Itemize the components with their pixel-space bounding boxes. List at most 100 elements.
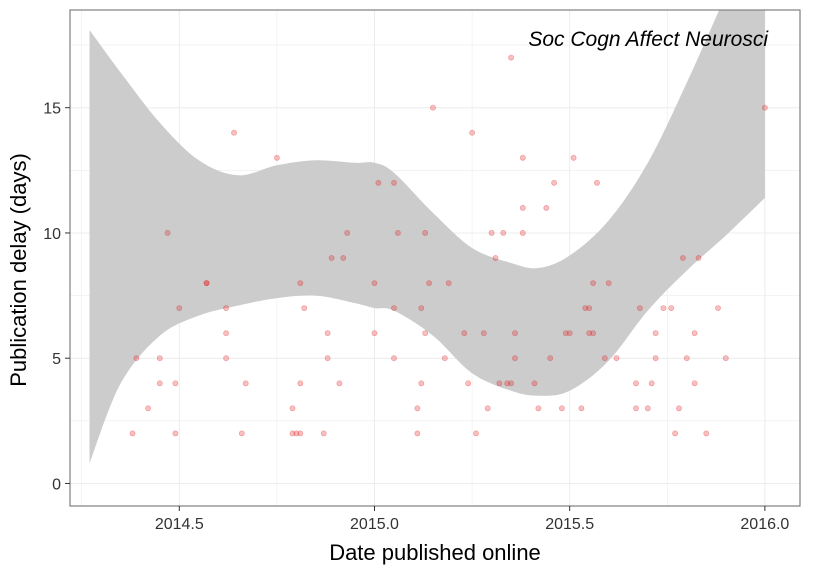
data-point <box>594 179 600 186</box>
data-point <box>172 380 179 387</box>
data-point <box>391 305 397 311</box>
data-point <box>203 280 210 286</box>
data-point <box>519 204 526 211</box>
data-point <box>430 104 436 111</box>
data-point <box>297 380 304 387</box>
data-point <box>414 405 421 412</box>
data-point <box>445 280 452 286</box>
panel-border <box>69 9 801 507</box>
data-point <box>422 330 429 337</box>
data-point <box>633 380 639 387</box>
data-point <box>648 380 655 387</box>
data-point <box>504 380 511 387</box>
data-point <box>762 104 768 111</box>
x-tick-label: 2014.5 <box>155 516 204 533</box>
data-point <box>531 380 538 387</box>
data-point <box>633 405 639 412</box>
data-point <box>551 179 557 186</box>
data-point <box>691 380 698 387</box>
data-point <box>203 280 210 286</box>
data-point <box>547 355 554 362</box>
data-point <box>301 305 308 311</box>
data-point <box>293 430 300 437</box>
data-point <box>496 380 503 387</box>
y-tick-label: 0 <box>52 476 61 493</box>
data-point <box>512 355 518 362</box>
data-point <box>703 430 710 437</box>
data-point <box>426 280 432 286</box>
data-point <box>297 280 304 286</box>
data-point <box>578 405 585 412</box>
y-axis-title: Publication delay (days) <box>6 153 31 387</box>
x-tick-label: 2016.0 <box>740 516 789 533</box>
data-point <box>500 229 507 236</box>
data-point <box>289 405 296 412</box>
data-point <box>156 355 163 362</box>
data-point <box>715 305 721 311</box>
data-point <box>519 229 526 236</box>
data-point <box>145 405 151 412</box>
data-point <box>242 380 249 387</box>
data-point <box>273 154 280 161</box>
confidence-band <box>89 10 765 464</box>
data-point <box>422 229 429 236</box>
data-point <box>562 330 569 337</box>
data-point <box>328 255 335 261</box>
data-point <box>519 154 526 161</box>
data-point <box>465 380 472 387</box>
data-point <box>156 380 163 387</box>
data-point <box>375 179 382 186</box>
axis-ticks: 2014.5 2015.0 2015.5 2016.0 0 5 10 15 <box>43 101 789 533</box>
data-point <box>672 430 678 437</box>
data-point <box>652 355 659 362</box>
data-point <box>297 430 304 437</box>
data-point <box>176 305 183 311</box>
y-tick-label: 5 <box>52 351 61 368</box>
data-point <box>590 280 596 286</box>
data-point <box>344 229 351 236</box>
data-point <box>231 129 237 136</box>
data-point <box>512 330 518 337</box>
data-point <box>289 430 296 437</box>
data-point <box>683 355 690 362</box>
data-point <box>391 355 397 362</box>
journal-annotation: Soc Cogn Affect Neurosci <box>528 28 769 51</box>
data-point <box>473 430 479 437</box>
data-point <box>129 430 136 437</box>
data-point <box>601 355 608 362</box>
data-point <box>566 330 573 337</box>
data-point <box>223 330 229 337</box>
data-point <box>559 405 565 412</box>
data-point <box>461 330 468 337</box>
data-point <box>320 430 327 437</box>
data-points <box>129 54 768 437</box>
data-point <box>668 305 675 311</box>
data-point <box>484 405 491 412</box>
data-point <box>164 229 171 236</box>
data-point <box>371 280 378 286</box>
data-point <box>238 430 245 437</box>
data-point <box>676 405 682 412</box>
data-point <box>223 355 229 362</box>
data-point <box>133 355 140 362</box>
data-point <box>613 355 620 362</box>
data-point <box>414 430 421 437</box>
data-point <box>535 405 542 412</box>
data-point <box>340 255 347 261</box>
data-point <box>418 305 425 311</box>
data-point <box>488 229 495 236</box>
data-point <box>605 280 612 286</box>
data-point <box>660 305 667 311</box>
x-tick-label: 2015.5 <box>545 516 594 533</box>
data-point <box>652 330 659 337</box>
x-axis-title: Date published online <box>329 540 541 565</box>
data-point <box>508 54 514 61</box>
data-point <box>543 204 550 211</box>
data-point <box>441 355 448 362</box>
data-point <box>590 330 596 337</box>
data-point <box>586 330 593 337</box>
y-tick-label: 10 <box>43 226 61 243</box>
data-point <box>371 330 378 337</box>
data-point <box>582 305 589 311</box>
